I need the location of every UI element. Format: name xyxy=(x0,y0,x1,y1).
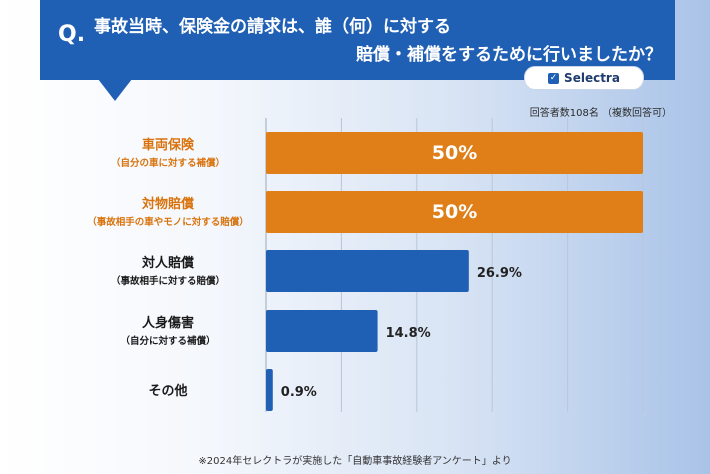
bar-5 xyxy=(266,369,273,411)
category-sublabel-1: （自分の車に対する補償） xyxy=(111,157,225,169)
category-sublabel-2: （事故相手の車やモノに対する賠償） xyxy=(87,216,249,228)
category-label-4: 人身傷害 xyxy=(142,315,194,331)
category-label-2: 対物賠償 xyxy=(141,196,195,212)
value-label-1: 50% xyxy=(432,142,477,164)
value-label-2: 50% xyxy=(432,201,477,223)
category-label-1: 車両保険 xyxy=(142,137,195,153)
selectra-logo: ✓ Selectra xyxy=(524,66,644,90)
value-label-3: 26.9% xyxy=(477,266,522,281)
check-square-icon: ✓ xyxy=(548,72,560,84)
banner-pointer xyxy=(98,79,132,101)
bar-3 xyxy=(266,250,469,292)
category-label-5: その他 xyxy=(148,383,187,399)
bar-2 xyxy=(266,191,643,233)
bar-4 xyxy=(266,310,378,352)
logo-text: Selectra xyxy=(564,71,620,85)
value-label-4: 14.8% xyxy=(386,326,431,341)
question-mark-label: Q. xyxy=(58,22,86,47)
category-sublabel-4: （自分に対する補償） xyxy=(120,335,215,347)
question-text-line1: 事故当時、保険金の請求は、誰（何）に対する xyxy=(94,17,451,37)
category-label-3: 対人賠償 xyxy=(141,255,195,271)
bar-1 xyxy=(266,132,643,174)
value-label-5: 0.9% xyxy=(281,385,317,400)
question-text-line2: 賠償・補償をするために行いましたか？ xyxy=(356,45,662,65)
source-footnote: ※2024年セレクトラが実施した「自動車事故経験者アンケート」より xyxy=(198,456,512,467)
category-sublabel-3: （事故相手に対する賠償） xyxy=(111,275,225,287)
respondent-note: 回答者数108名 （複数回答可） xyxy=(529,108,672,119)
